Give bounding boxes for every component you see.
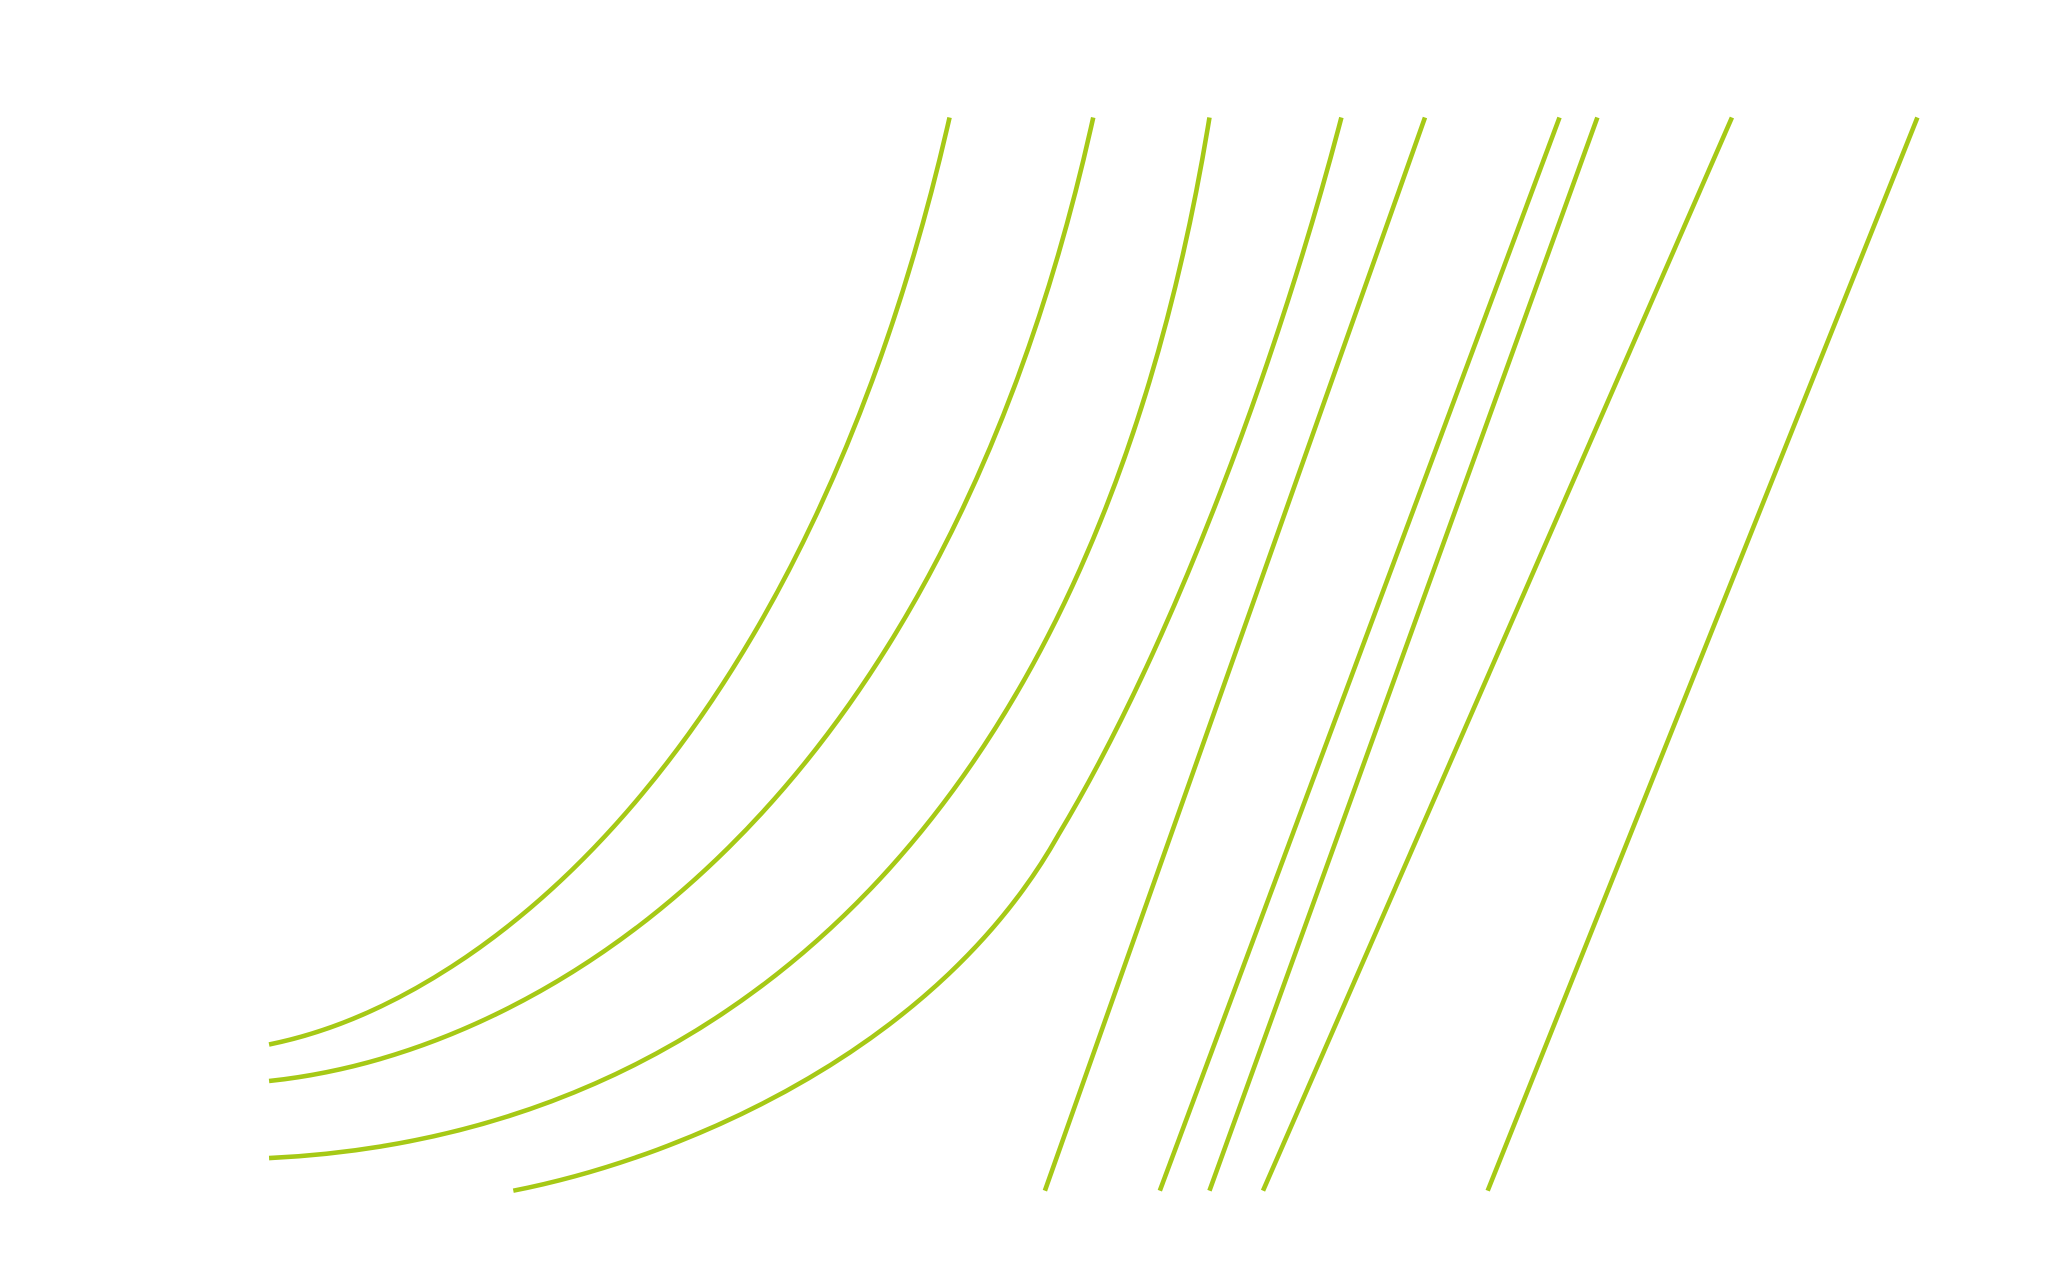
curve	[268, 117, 1096, 1084]
diagonal-line	[1260, 116, 1735, 1192]
diagonal-line	[1042, 116, 1428, 1192]
curve	[512, 116, 1344, 1193]
curve	[268, 117, 1212, 1161]
diagonal-line	[1207, 116, 1600, 1192]
diagonal-line	[1157, 116, 1562, 1192]
curve	[268, 116, 952, 1047]
diagonal-line	[1485, 116, 1920, 1192]
